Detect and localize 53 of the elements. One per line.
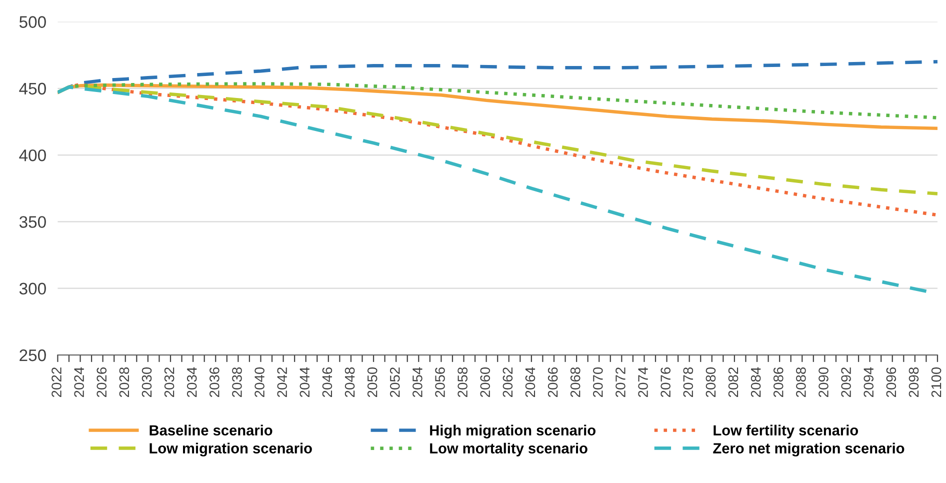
x-tick-label: 2030 <box>142 367 152 398</box>
x-tick-label: 2048 <box>344 367 355 398</box>
x-tick-label: 2036 <box>210 367 220 398</box>
x-tick-label: 2098 <box>908 367 919 398</box>
x-tick-label: 2024 <box>74 367 84 398</box>
x-tick-label: 2100 <box>931 367 942 398</box>
y-tick-label: 250 <box>20 349 46 362</box>
x-tick-label: 2068 <box>570 367 580 398</box>
y-tick-label: 400 <box>19 149 46 162</box>
x-tick-label: 2064 <box>525 367 536 398</box>
x-tick-label: 2056 <box>435 367 445 398</box>
x-tick-label: 2038 <box>232 367 242 398</box>
x-tick-label: 2074 <box>638 367 648 398</box>
x-tick-label: 2090 <box>818 367 828 398</box>
x-tick-label: 2054 <box>412 367 422 398</box>
x-tick-label: 2022 <box>52 368 62 398</box>
x-tick-label: 2080 <box>706 367 716 398</box>
legend-label: Low migration scenario <box>150 442 312 456</box>
y-tick-label: 350 <box>19 216 46 228</box>
x-tick-label: 2046 <box>322 367 332 398</box>
x-tick-label: 2092 <box>841 368 851 398</box>
x-tick-label: 2094 <box>864 367 874 398</box>
x-tick-label: 2088 <box>796 367 806 398</box>
x-tick-label: 2042 <box>277 368 288 398</box>
legend-label: High migration scenario <box>430 424 596 438</box>
x-tick-label: 2086 <box>773 367 784 398</box>
legend-label: Low fertility scenario <box>714 424 858 438</box>
x-tick-label: 2032 <box>164 368 174 398</box>
x-tick-label: 2082 <box>728 368 738 398</box>
y-tick-label: 450 <box>19 82 46 95</box>
x-tick-label: 2066 <box>548 367 558 398</box>
x-tick-label: 2078 <box>683 367 694 398</box>
legend-label: Low mortality scenario <box>430 442 588 456</box>
legend-label: Baseline scenario <box>150 424 272 436</box>
x-tick-label: 2058 <box>458 367 468 398</box>
x-tick-label: 2040 <box>254 367 264 398</box>
x-tick-label: 2070 <box>593 367 603 398</box>
x-tick-label: 2026 <box>96 367 107 398</box>
x-tick-label: 2060 <box>480 367 490 398</box>
x-tick-label: 2034 <box>186 367 197 398</box>
x-tick-label: 2044 <box>300 367 310 398</box>
x-tick-label: 2072 <box>616 368 626 398</box>
x-tick-label: 2028 <box>119 367 130 398</box>
x-tick-label: 2096 <box>886 367 896 398</box>
y-tick-label: 300 <box>19 282 46 295</box>
x-tick-label: 2050 <box>367 367 378 398</box>
x-tick-label: 2052 <box>390 368 400 398</box>
x-tick-label: 2076 <box>660 367 671 398</box>
y-tick-label: 500 <box>19 16 46 28</box>
x-tick-label: 2062 <box>502 368 513 398</box>
legend-label: Zero net migration scenario <box>713 442 904 456</box>
x-tick-label: 2084 <box>750 367 761 398</box>
line-series <box>58 83 938 130</box>
